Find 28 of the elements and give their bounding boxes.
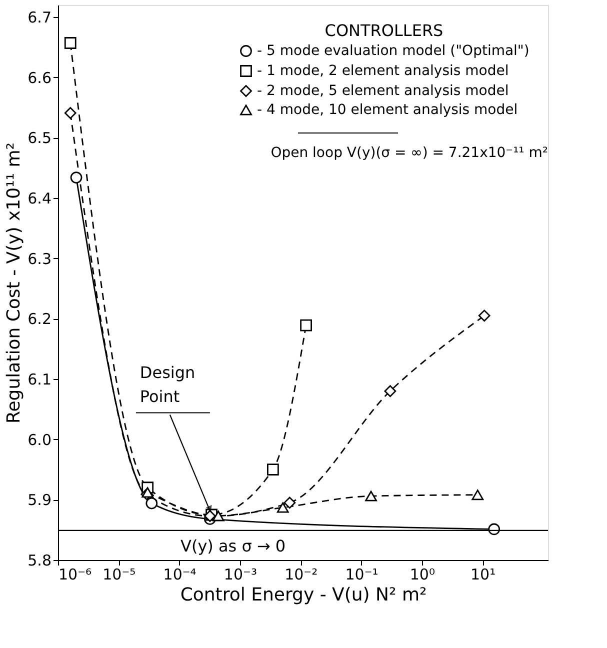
x-tick-label: 10⁻²: [284, 566, 318, 584]
annotation: Design Point: [140, 362, 196, 406]
y-tick-label: 6.1: [28, 370, 52, 389]
y-tick-label: 6.2: [28, 310, 52, 328]
ref-line-label: V(y) as σ → 0: [180, 536, 286, 556]
y-tick-label: 5.9: [28, 491, 52, 510]
legend-label: - 5 mode evaluation model ("Optimal"): [257, 43, 530, 59]
y-tick-label: 6.5: [28, 129, 52, 148]
legend-label: - 2 mode, 5 element analysis model: [257, 83, 509, 99]
y-tick-label: 6.3: [28, 250, 52, 268]
x-tick-label: 10⁻⁵: [102, 566, 136, 584]
x-tick-label: 10⁻³: [224, 566, 257, 584]
y-tick-label: 6.7: [28, 8, 52, 27]
legend-label: - 4 mode, 10 element analysis model: [257, 102, 518, 118]
legend-title: CONTROLLERS: [324, 21, 444, 40]
y-tick-label: 5.8: [28, 552, 52, 570]
y-tick-label: 6.6: [28, 68, 52, 87]
y-axis-title: Regulation Cost - V(y) x10¹¹ m²: [4, 142, 25, 424]
x-tick-label: 10¹: [470, 566, 496, 584]
y-tick-label: 6.0: [28, 430, 52, 449]
y-tick-label: 6.4: [28, 190, 52, 208]
x-tick-label: 10⁻⁶: [58, 566, 92, 584]
x-tick-label: 10⁻⁴: [163, 566, 196, 584]
x-tick-label: 10⁰: [410, 566, 435, 584]
legend-label: - 1 mode, 2 element analysis model: [257, 63, 509, 79]
annotation: Open loop V(y)(σ = ∞) = 7.21x10⁻¹¹ m²: [270, 145, 548, 161]
x-axis-title: Control Energy - V(u) N² m²: [180, 584, 427, 606]
x-tick-label: 10⁻¹: [345, 566, 378, 584]
